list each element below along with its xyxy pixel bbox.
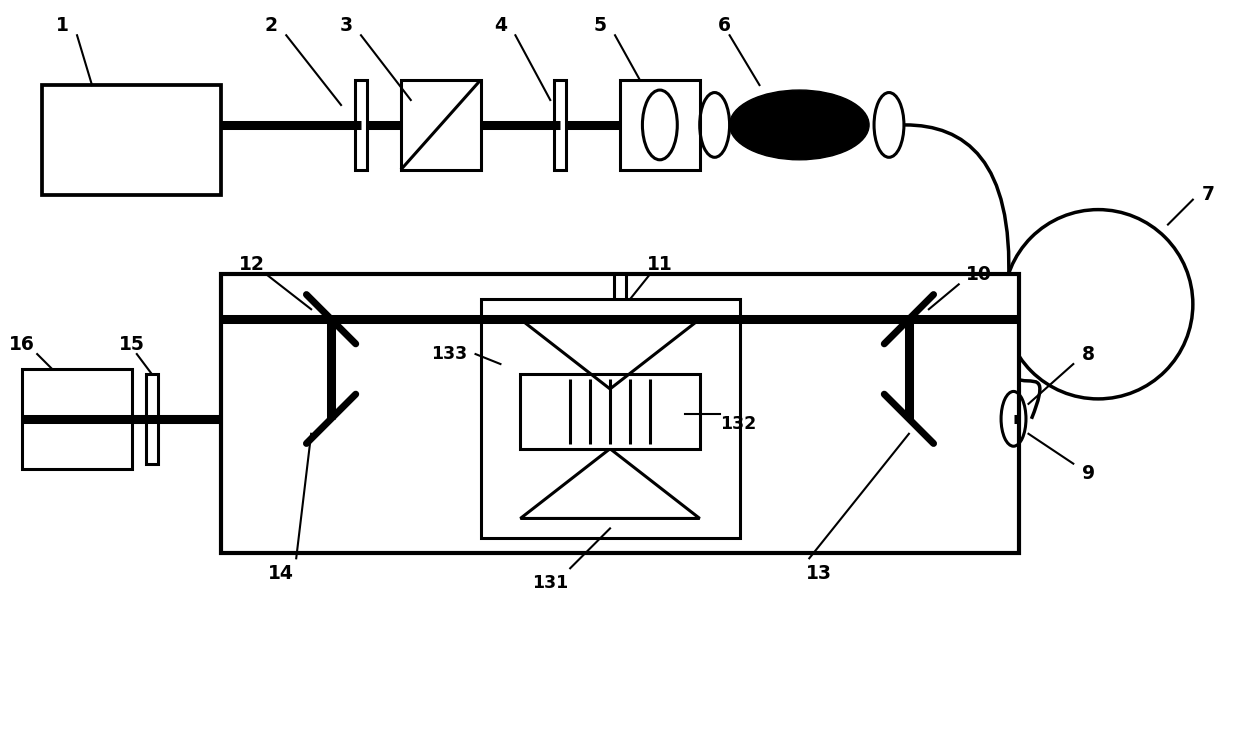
Bar <box>222 275 1018 554</box>
Text: 3: 3 <box>340 16 352 35</box>
Text: 15: 15 <box>119 335 145 353</box>
Bar <box>554 80 567 170</box>
Ellipse shape <box>729 90 869 160</box>
Text: 7: 7 <box>1202 185 1214 204</box>
Text: 16: 16 <box>10 335 35 353</box>
Bar <box>355 80 367 170</box>
Text: 1: 1 <box>56 16 68 35</box>
Text: 2: 2 <box>265 16 278 35</box>
Text: 9: 9 <box>1081 464 1095 483</box>
Bar <box>620 80 699 170</box>
Text: 13: 13 <box>806 564 832 583</box>
Text: 12: 12 <box>238 255 264 274</box>
Text: 8: 8 <box>1081 344 1095 364</box>
Bar <box>481 299 739 539</box>
Bar <box>146 374 157 464</box>
Bar <box>22 369 131 469</box>
Text: 133: 133 <box>430 345 466 363</box>
Text: 11: 11 <box>647 255 673 274</box>
Bar <box>521 374 699 449</box>
Text: 14: 14 <box>268 564 294 583</box>
Bar <box>42 85 222 195</box>
Text: 132: 132 <box>719 415 756 433</box>
Bar <box>401 80 481 170</box>
Text: 10: 10 <box>966 265 992 284</box>
Text: 131: 131 <box>532 574 568 592</box>
Text: 5: 5 <box>594 16 606 35</box>
Bar <box>614 275 626 364</box>
Text: 6: 6 <box>718 16 732 35</box>
Text: 4: 4 <box>494 16 507 35</box>
